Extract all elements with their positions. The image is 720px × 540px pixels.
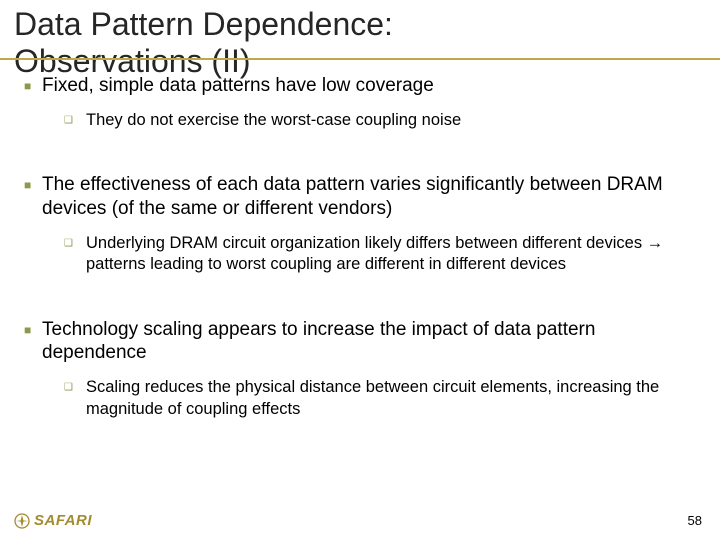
footer-logo: SAFARI	[14, 512, 92, 529]
slide: Data Pattern Dependence: Observations (I…	[0, 0, 720, 540]
bullet-level2: ❑ Scaling reduces the physical distance …	[64, 377, 696, 420]
slide-title: Data Pattern Dependence: Observations (I…	[14, 6, 706, 80]
bullet-level1: ■ Technology scaling appears to increase…	[24, 318, 696, 366]
sub-bullet-text: They do not exercise the worst-case coup…	[86, 110, 696, 131]
spacer	[24, 288, 696, 318]
footer-logo-text: SAFARI	[34, 512, 92, 529]
bullet-text: The effectiveness of each data pattern v…	[42, 173, 696, 221]
square-bullet-icon: ■	[24, 318, 42, 338]
compass-icon	[14, 513, 30, 529]
title-underline	[0, 58, 720, 60]
sub-bullet-text-inner: Underlying DRAM circuit organization lik…	[86, 234, 663, 273]
sub-bullet-text: Scaling reduces the physical distance be…	[86, 377, 696, 420]
bullet-level2: ❑ They do not exercise the worst-case co…	[64, 110, 696, 131]
page-number: 58	[688, 513, 702, 528]
bullet-level1: ■ Fixed, simple data patterns have low c…	[24, 74, 696, 98]
square-bullet-icon: ■	[24, 74, 42, 94]
slide-body: ■ Fixed, simple data patterns have low c…	[24, 80, 696, 432]
hollow-square-bullet-icon: ❑	[64, 110, 86, 127]
hollow-square-bullet-icon: ❑	[64, 377, 86, 394]
hollow-square-bullet-icon: ❑	[64, 233, 86, 250]
bullet-text: Fixed, simple data patterns have low cov…	[42, 74, 696, 98]
title-line-1: Data Pattern Dependence:	[14, 6, 393, 42]
bullet-text: Technology scaling appears to increase t…	[42, 318, 696, 366]
spacer	[24, 143, 696, 173]
bullet-level1: ■ The effectiveness of each data pattern…	[24, 173, 696, 221]
square-bullet-icon: ■	[24, 173, 42, 193]
bullet-level2: ❑ Underlying DRAM circuit organization l…	[64, 233, 696, 276]
sub-bullet-text: Underlying DRAM circuit organization lik…	[86, 233, 696, 276]
